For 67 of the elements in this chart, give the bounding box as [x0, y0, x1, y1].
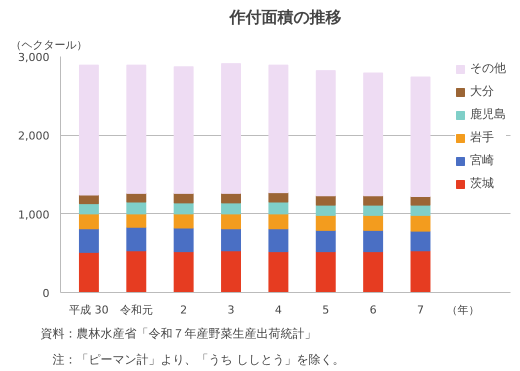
y-tick-label: 3,000: [18, 51, 50, 64]
bar: [221, 63, 241, 194]
bar: [268, 202, 288, 214]
bar: [78, 203, 99, 214]
bar: [174, 192, 194, 204]
x-tick-label: 令和元: [120, 304, 153, 316]
x-tick-label: 4: [274, 304, 282, 316]
bar: [126, 250, 146, 292]
bar: [126, 213, 146, 228]
legend-label: 茨城: [470, 175, 494, 192]
bar: [174, 227, 194, 252]
bar: [126, 226, 146, 252]
chart-title: 作付面積の推移: [228, 8, 342, 26]
bar: [316, 204, 336, 216]
legend-label: 鹿児島: [470, 106, 506, 123]
bar: [174, 251, 194, 292]
bar: [268, 213, 288, 230]
bar: [316, 70, 336, 196]
bar: [410, 214, 430, 232]
x-tick-label: 3: [228, 304, 235, 316]
bar: [78, 64, 99, 196]
legend-label: 岩手: [470, 129, 494, 146]
bar: [78, 213, 99, 230]
bar: [363, 72, 384, 196]
bar: [126, 202, 146, 214]
bar: [363, 204, 384, 216]
y-tick-label: 0: [42, 287, 50, 300]
x-tick-label: 5: [322, 304, 330, 316]
x-tick-label: 6: [370, 304, 377, 316]
bar: [363, 214, 384, 231]
bar: [221, 202, 241, 214]
bar: [316, 230, 336, 252]
y-tick-label: 1,000: [18, 208, 50, 222]
bar: [78, 228, 99, 253]
legend-label: 宮崎: [470, 152, 494, 169]
legend-label: 大分: [470, 83, 494, 100]
bar: [126, 64, 146, 194]
bar: [174, 202, 194, 214]
legend-label: その他: [470, 60, 506, 77]
bar: [363, 230, 384, 252]
bar: [174, 66, 194, 194]
text: 資料：農林水産省「令和７年産野菜生産出荷統計」: [40, 326, 316, 340]
bar: [221, 213, 241, 230]
x-tick-label: 2: [180, 304, 188, 316]
bar: [174, 213, 194, 228]
bar: [268, 228, 288, 252]
bar: [410, 76, 430, 198]
x-tick-label: 7: [417, 304, 424, 316]
bar: [78, 252, 99, 292]
x-axis-title: （年）: [446, 304, 480, 316]
x-tick-label: 平成 30: [69, 304, 109, 316]
bar: [410, 204, 430, 216]
bar: [221, 228, 241, 252]
bar: [268, 192, 288, 203]
bar: [363, 251, 384, 292]
bar: [316, 251, 336, 292]
bar: [221, 192, 241, 204]
bar: [410, 250, 430, 292]
y-tick-label: 2,000: [18, 130, 50, 143]
bar: [221, 250, 241, 292]
bar: [316, 214, 336, 231]
bar: [268, 251, 288, 292]
bar: [363, 195, 384, 206]
bar: [268, 64, 288, 194]
y-axis-title: （ヘクタール）: [10, 38, 88, 52]
text: 注：「ピーマン計」より、「うち ししとう」を除く。: [40, 352, 344, 366]
bar: [410, 230, 430, 252]
